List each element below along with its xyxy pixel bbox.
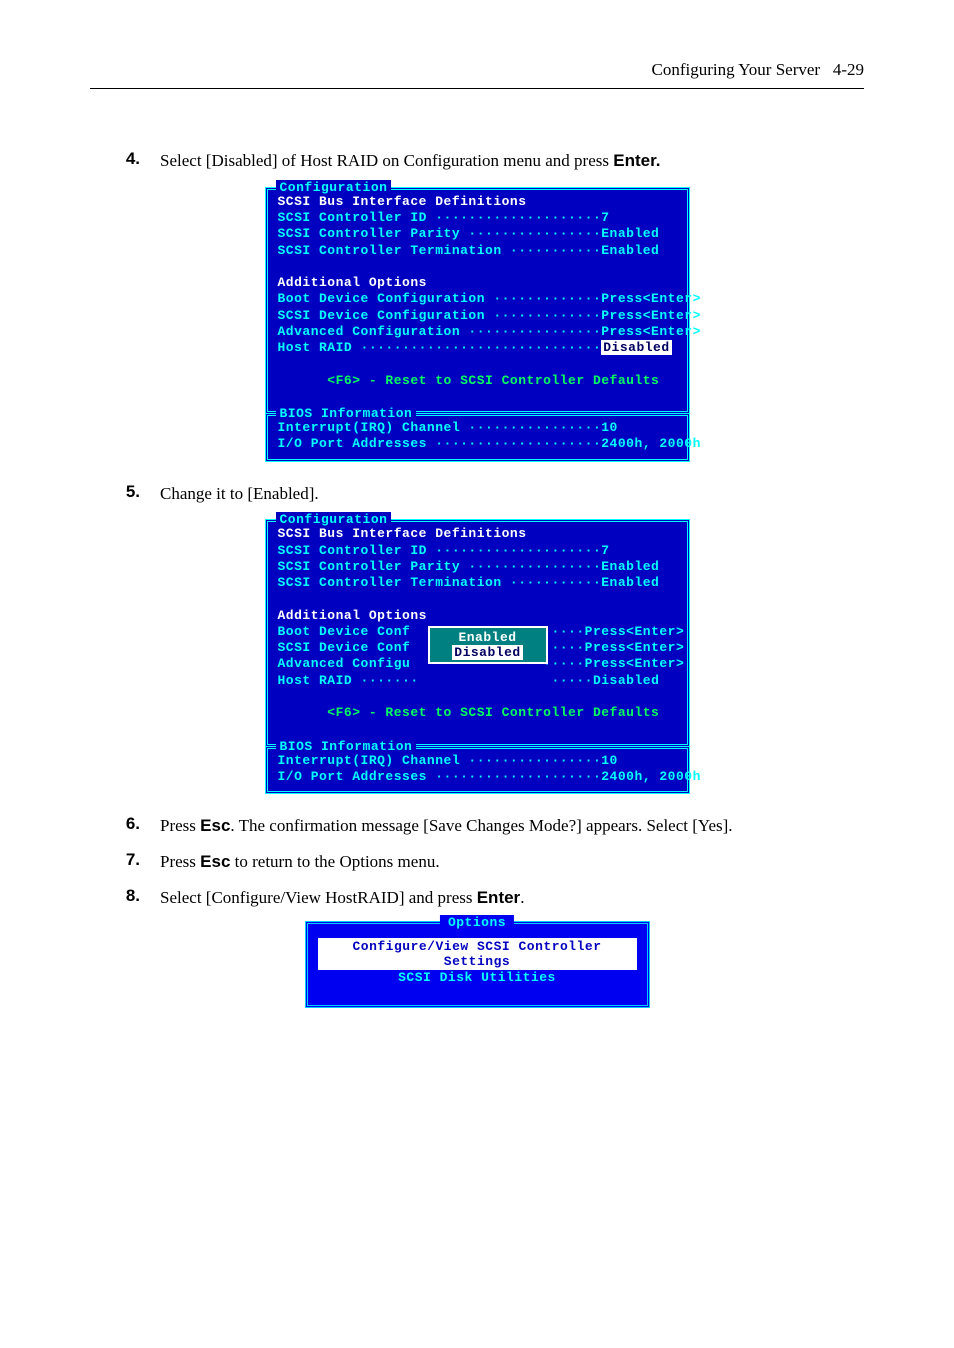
scsi-controller-id: SCSI Controller ID ····················7 [278,210,677,226]
irq-channel: Interrupt(IRQ) Channel ················1… [278,420,677,436]
scsi-bus-heading: SCSI Bus Interface Definitions [278,194,677,210]
config-terminal-1: Configuration SCSI Bus Interface Definit… [265,187,690,462]
page-header: Configuring Your Server 4-29 [90,60,864,89]
scsi-bus-heading: SCSI Bus Interface Definitions [278,526,677,542]
io-port-addresses: I/O Port Addresses ····················2… [278,769,677,785]
advanced-config[interactable]: Advanced Configuration ················P… [278,324,677,340]
step-number: 8. [90,886,160,910]
header-page: 4-29 [833,60,864,79]
step-7: 7. Press Esc to return to the Options me… [90,850,864,874]
host-raid-value: Disabled [601,340,671,355]
scsi-controller-parity: SCSI Controller Parity ················E… [278,226,677,242]
step-text: Select [Configure/View HostRAID] and pre… [160,886,864,910]
scsi-controller-termination: SCSI Controller Termination ···········E… [278,243,677,259]
scsi-controller-termination: SCSI Controller Termination ···········E… [278,575,677,591]
panel-title: BIOS Information [276,406,417,421]
irq-channel: Interrupt(IRQ) Channel ················1… [278,753,677,769]
additional-options-heading: Additional Options [278,608,677,624]
step-text: Select [Disabled] of Host RAID on Config… [160,149,864,173]
options-title: Options [440,915,514,930]
host-raid-row[interactable]: Host RAID ·····························D… [278,340,677,356]
step-6: 6. Press Esc. The confirmation message [… [90,814,864,838]
popup-option-disabled[interactable]: Disabled [436,645,540,660]
step-text: Press Esc to return to the Options menu. [160,850,864,874]
panel-title: Configuration [276,512,392,527]
scsi-device-config[interactable]: SCSI Device Configuration ·············P… [278,308,677,324]
config-terminal-2: Configuration SCSI Bus Interface Definit… [265,519,690,794]
boot-device-config[interactable]: Boot Device Configuration ·············P… [278,291,677,307]
panel-title: BIOS Information [276,739,417,754]
step-5: 5. Change it to [Enabled]. [90,482,864,506]
host-raid-row[interactable]: Host RAID ······· ·····Disabled [278,673,677,689]
configuration-panel: Configuration SCSI Bus Interface Definit… [265,187,690,414]
f6-reset-hint: <F6> - Reset to SCSI Controller Defaults [278,373,677,389]
header-section: Configuring Your Server [651,60,820,79]
step-text: Change it to [Enabled]. [160,482,864,506]
bios-info-panel: BIOS Information Interrupt(IRQ) Channel … [265,746,690,795]
popup-option-enabled[interactable]: Enabled [436,630,540,645]
configuration-panel: Configuration SCSI Bus Interface Definit… [265,519,690,746]
options-menu: Options Configure/View SCSI Controller S… [305,921,650,1008]
options-configure-view[interactable]: Configure/View SCSI Controller Settings [318,938,637,970]
io-port-addresses: I/O Port Addresses ····················2… [278,436,677,452]
bios-info-panel: BIOS Information Interrupt(IRQ) Channel … [265,413,690,462]
step-number: 7. [90,850,160,874]
step-text: Press Esc. The confirmation message [Sav… [160,814,864,838]
step-number: 5. [90,482,160,506]
scsi-controller-id: SCSI Controller ID ····················7 [278,543,677,559]
step-number: 4. [90,149,160,173]
step-4: 4. Select [Disabled] of Host RAID on Con… [90,149,864,173]
step-8: 8. Select [Configure/View HostRAID] and … [90,886,864,910]
f6-reset-hint: <F6> - Reset to SCSI Controller Defaults [278,705,677,721]
additional-options-heading: Additional Options [278,275,677,291]
scsi-controller-parity: SCSI Controller Parity ················E… [278,559,677,575]
enable-disable-popup: Enabled Disabled [428,626,548,664]
panel-title: Configuration [276,180,392,195]
step-number: 6. [90,814,160,838]
options-scsi-disk-utilities[interactable]: SCSI Disk Utilities [318,970,637,985]
